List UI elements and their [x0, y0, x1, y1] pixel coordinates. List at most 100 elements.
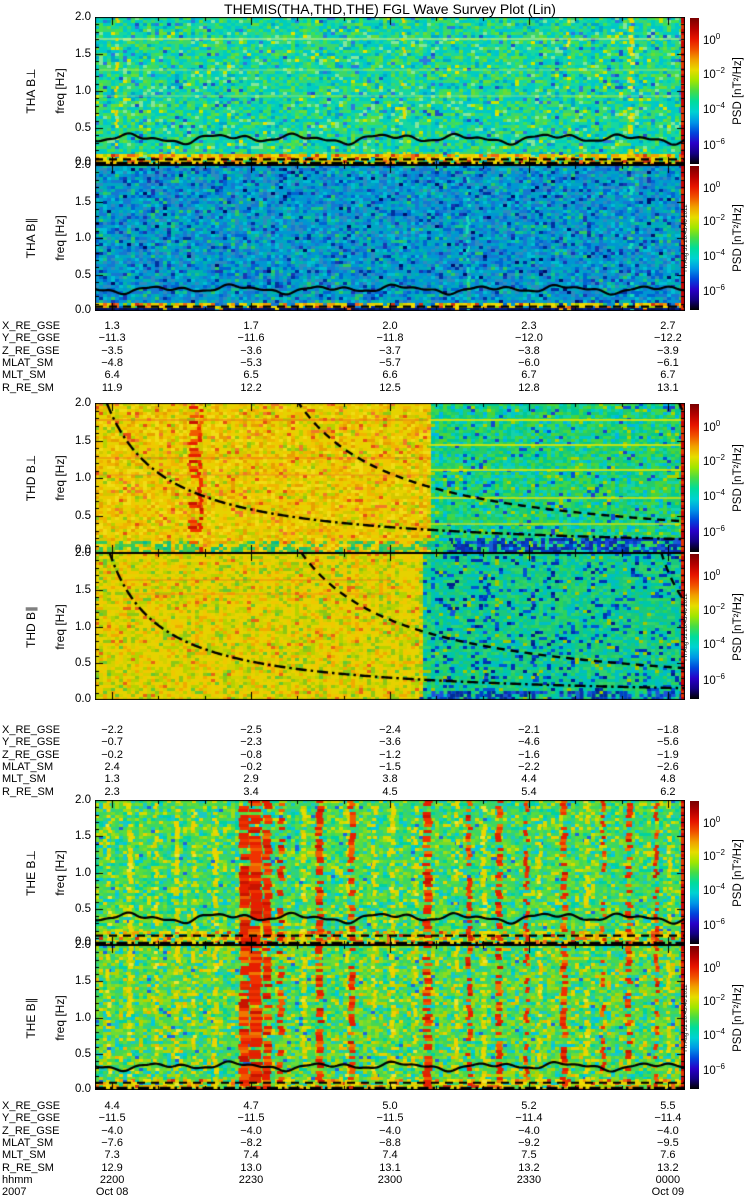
y-tick-label: 0.0 — [75, 544, 91, 556]
colorbar-tick-exponent: −4 — [715, 882, 725, 892]
ephemeris-value: −4.0 — [379, 1124, 401, 1137]
ephemeris-value: −3.7 — [379, 344, 401, 357]
ephemeris-row-label-mlat-sm: MLAT_SM — [2, 760, 54, 773]
psd-axis-label-tha-b: PSD [nT²/Hz] — [732, 204, 744, 272]
spectrogram-thd-b — [95, 553, 685, 700]
ephemeris-row-label-r-re-sm: R_RE_SM — [2, 381, 54, 394]
y-tick-label: 1.5 — [75, 48, 91, 60]
y-tick-label: 1.5 — [75, 830, 91, 843]
ephemeris-value: 13.2 — [518, 1161, 540, 1174]
ephemeris-value: −8.8 — [379, 1136, 401, 1149]
colorbar-tick-base: 10 — [703, 491, 716, 504]
colorbar-tick-exponent: 0 — [715, 814, 721, 824]
colorbar-tick-exponent: 0 — [715, 418, 721, 428]
ephemeris-value: −5.7 — [379, 356, 401, 369]
panel-group-label-thd-b: THD B∥ — [24, 605, 38, 648]
colorbar-tick-base: 10 — [703, 851, 716, 863]
ephemeris-value: 2330 — [516, 1173, 542, 1186]
colorbar-tick-exponent: −2 — [715, 453, 725, 463]
y-tick-label: 2.0 — [75, 397, 91, 409]
ephemeris-value: −6.0 — [518, 356, 540, 369]
colorbar-tick-base: 10 — [703, 817, 716, 830]
ephemeris-value: −6.1 — [657, 356, 679, 369]
colorbar-tick-exponent: −4 — [715, 488, 725, 498]
ephemeris-value: −2.2 — [518, 760, 540, 773]
colorbar-tick-label: 10−2 — [703, 848, 725, 864]
colorbar-tick-exponent: −6 — [715, 524, 725, 534]
ephemeris-value: 13.0 — [240, 1161, 262, 1174]
ephemeris-row-label-r-re-sm: R_RE_SM — [2, 785, 54, 798]
colorbar-tick-label: 10−6 — [703, 1062, 725, 1078]
ephemeris-value: −2.2 — [101, 724, 123, 736]
ephemeris-value: 4.4 — [104, 1100, 120, 1112]
y-tick-label: 1.0 — [75, 472, 91, 484]
colorbar-tick-exponent: −2 — [715, 601, 725, 611]
panel-group-label-tha-b: THA B∥ — [24, 217, 38, 259]
colorbar-tick-exponent: −6 — [715, 1062, 725, 1072]
ephemeris-value: −3.6 — [379, 736, 401, 749]
colorbar-tick-label: 10−4 — [703, 636, 725, 652]
colorbar-thd-b — [690, 404, 699, 552]
ephemeris-value: Oct 09 — [651, 1186, 685, 1199]
colorbar-thd-b — [690, 554, 699, 699]
psd-axis-label-thd-b: PSD [nT²/Hz] — [732, 592, 744, 661]
colorbar-tick-base: 10 — [703, 604, 716, 617]
ephemeris-value: −9.2 — [518, 1136, 540, 1149]
ephemeris-value: 12.2 — [240, 381, 262, 394]
panel-group-label-thd-b: THD B⊥ — [24, 454, 38, 502]
colorbar-tick-base: 10 — [703, 885, 716, 898]
ephemeris-value: 2.0 — [382, 320, 398, 332]
colorbar-tick-base: 10 — [703, 250, 716, 263]
colorbar-tick-label: 100 — [703, 960, 720, 976]
ephemeris-row-label-z-re-gse: Z_RE_GSE — [2, 1124, 60, 1137]
ephemeris-value: 3.4 — [243, 785, 259, 798]
ephemeris-value: 3.8 — [382, 773, 398, 786]
ephemeris-value: −11.8 — [376, 332, 404, 345]
ephemeris-value: −3.5 — [101, 344, 123, 357]
ephemeris-value: −11.5 — [237, 1112, 265, 1125]
ephemeris-value: 1.3 — [104, 320, 120, 332]
colorbar-tick-base: 10 — [703, 962, 716, 975]
colorbar-tick-exponent: −2 — [715, 66, 725, 76]
ephemeris-value: −2.1 — [518, 724, 540, 736]
colorbar-tick-base: 10 — [703, 527, 716, 540]
colorbar-tick-label: 10−4 — [703, 1028, 725, 1043]
psd-axis-label-thd-b: PSD [nT²/Hz] — [732, 444, 744, 512]
y-tick-label: 1.0 — [75, 85, 91, 97]
colorbar-tick-exponent: −2 — [715, 848, 725, 858]
ephemeris-value: 5.5 — [660, 1100, 676, 1112]
ephemeris-value: 0000 — [655, 1173, 681, 1186]
ephemeris-value: −0.2 — [101, 748, 123, 761]
ephemeris-value: −4.8 — [101, 356, 123, 369]
y-tick-label: 1.5 — [75, 975, 91, 988]
colorbar-tick-label: 10−6 — [703, 918, 725, 933]
y-tick-label: 2.0 — [75, 547, 91, 559]
colorbar-tick-base: 10 — [703, 674, 716, 687]
ephemeris-value: 2.3 — [521, 320, 537, 332]
y-tick-label: 0.5 — [75, 902, 91, 915]
ephemeris-value: −2.4 — [379, 724, 401, 736]
colorbar-tick-base: 10 — [703, 996, 716, 1008]
colorbar-tick-label: 10−4 — [703, 248, 725, 264]
ephemeris-value: −2.6 — [657, 760, 679, 773]
y-tick-label: 1.0 — [75, 866, 91, 879]
y-tick-label: 0.0 — [75, 304, 91, 316]
ephemeris-value: −8.2 — [240, 1136, 262, 1149]
colorbar-tick-exponent: 0 — [715, 179, 721, 189]
ephemeris-value: 12.9 — [101, 1161, 123, 1174]
colorbar-tick-exponent: −4 — [715, 636, 725, 646]
colorbar-tick-base: 10 — [703, 216, 716, 229]
y-tick-label: 1.0 — [75, 620, 91, 633]
y-tick-label: 0.0 — [75, 1083, 91, 1095]
ephemeris-value: 7.5 — [521, 1149, 537, 1162]
y-tick-label: 0.0 — [75, 693, 91, 705]
y-tick-label: 1.0 — [75, 1011, 91, 1024]
ephemeris-value: 11.9 — [101, 381, 123, 394]
ephemeris-value: −12.2 — [653, 332, 682, 345]
y-tick-label: 1.0 — [75, 232, 91, 244]
panel-group-label-the-b: THE B⊥ — [24, 849, 38, 896]
colorbar-tick-base: 10 — [703, 919, 716, 932]
ephemeris-value: −4.0 — [657, 1124, 679, 1137]
colorbar-the-b — [690, 946, 699, 1089]
colorbar-tick-base: 10 — [703, 182, 716, 195]
